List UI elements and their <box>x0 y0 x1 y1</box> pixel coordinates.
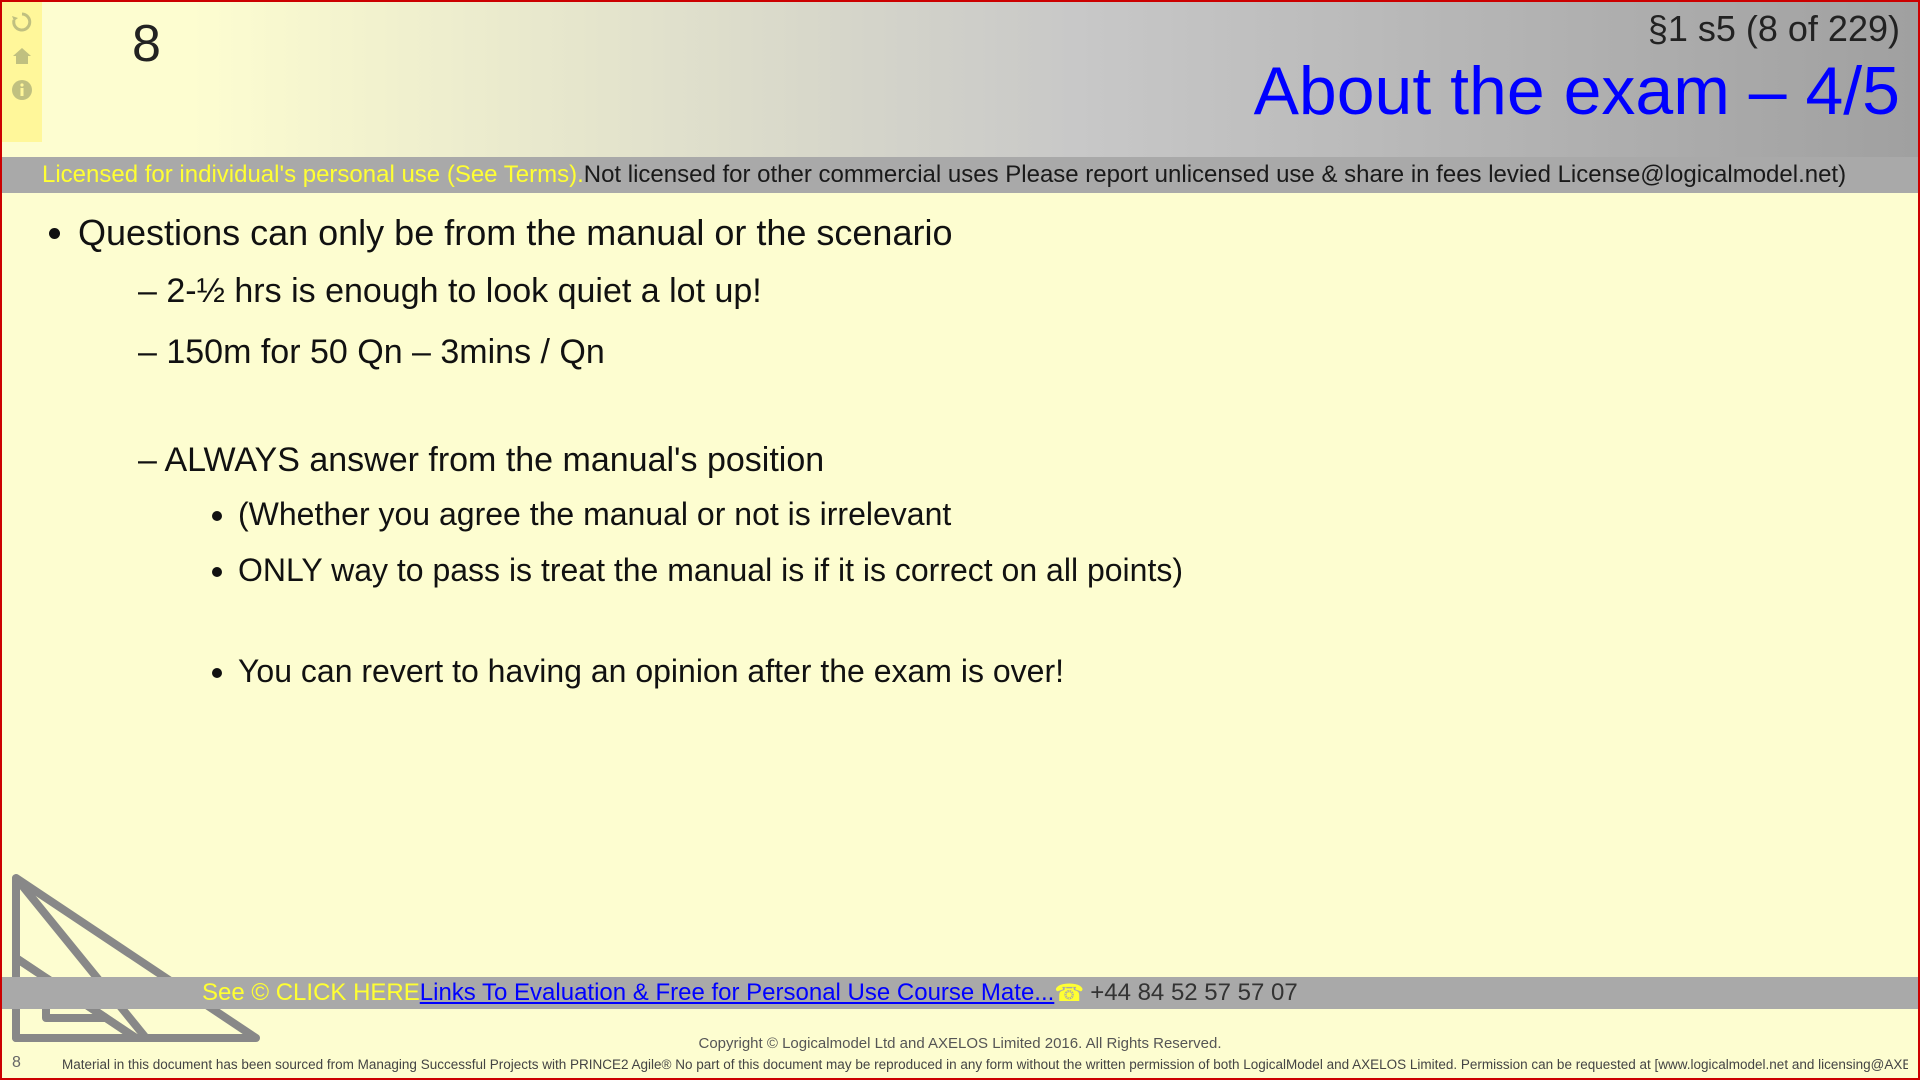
footer-phone: +44 84 52 57 57 07 <box>1090 979 1298 1007</box>
bullet-text: (Whether you agree the manual or not is … <box>238 496 951 532</box>
bullet-text: You can revert to having an opinion afte… <box>238 653 1064 689</box>
license-text-restriction: Not licensed for other commercial uses P… <box>584 161 1846 189</box>
slide-number: 8 <box>132 14 161 74</box>
license-text-personal: Licensed for individual's personal use (… <box>42 161 584 189</box>
slide: 8 §1 s5 (8 of 229) About the exam – 4/5 … <box>0 0 1920 1080</box>
license-bar: Licensed for individual's personal use (… <box>2 157 1918 193</box>
section-reference: §1 s5 (8 of 229) <box>1648 8 1900 50</box>
bullet-text: 2-½ hrs is enough to look quiet a lot up… <box>166 272 761 310</box>
phone-icon: ☎ <box>1054 979 1084 1008</box>
bullet-text: Questions can only be from the manual or… <box>78 212 952 253</box>
footer-see-text: See © CLICK HERE <box>202 979 420 1007</box>
slide-title: About the exam – 4/5 <box>1254 52 1900 130</box>
back-icon[interactable] <box>8 8 36 36</box>
bullet-text: 150m for 50 Qn – 3mins / Qn <box>166 333 604 371</box>
bullet-l2-2: ALWAYS answer from the manual's position… <box>138 436 1878 694</box>
info-icon[interactable] <box>8 76 36 104</box>
copyright-text: Copyright © Logicalmodel Ltd and AXELOS … <box>2 1035 1918 1052</box>
bullet-l1-0: Questions can only be from the manual or… <box>78 207 1878 694</box>
bullet-l2-1: 150m for 50 Qn – 3mins / Qn <box>138 328 1878 377</box>
home-icon[interactable] <box>8 42 36 70</box>
bullet-l3-0: (Whether you agree the manual or not is … <box>238 491 1878 537</box>
footer-bar: See © CLICK HERE Links To Evaluation & F… <box>2 977 1918 1009</box>
footer-link[interactable]: Links To Evaluation & Free for Personal … <box>420 979 1055 1007</box>
bullet-text: ALWAYS answer from the manual's position <box>164 441 824 479</box>
page-number-bottom: 8 <box>12 1054 21 1072</box>
bullet-text: ONLY way to pass is treat the manual is … <box>238 552 1183 588</box>
slide-content: Questions can only be from the manual or… <box>38 207 1878 706</box>
bullet-l2-0: 2-½ hrs is enough to look quiet a lot up… <box>138 267 1878 316</box>
bullet-l3-2: You can revert to having an opinion afte… <box>238 648 1878 694</box>
bullet-l3-1: ONLY way to pass is treat the manual is … <box>238 547 1878 593</box>
nav-icon-column <box>2 2 42 142</box>
logo-triangle-icon <box>6 848 266 1048</box>
fineprint-text: Material in this document has been sourc… <box>62 1057 1908 1072</box>
